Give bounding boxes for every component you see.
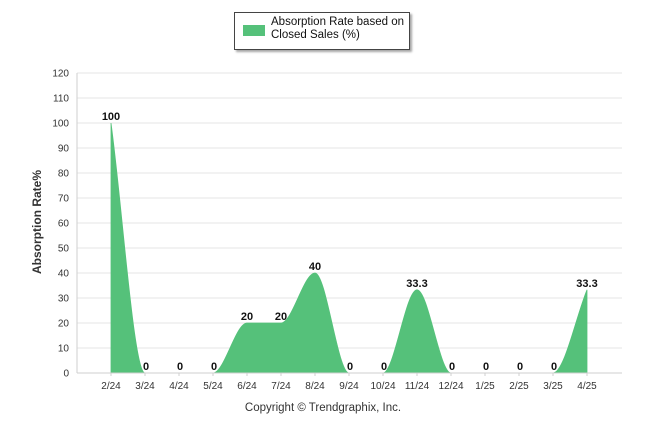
y-tick-label: 30 xyxy=(58,294,70,305)
x-tick-label: 7/24 xyxy=(271,381,291,392)
data-label: 100 xyxy=(102,111,120,123)
legend-swatch xyxy=(243,25,265,36)
data-label: 20 xyxy=(275,311,287,323)
y-tick-label: 50 xyxy=(58,244,70,255)
y-axis-title: Absorption Rate% xyxy=(30,170,44,274)
legend: Absorption Rate based on Closed Sales (%… xyxy=(234,12,410,50)
data-labels: 100 0 0 0 20 20 40 0 0 33.3 0 0 0 0 33.3 xyxy=(102,111,598,373)
x-tick-label: 5/24 xyxy=(203,381,223,392)
x-tick-label: 2/24 xyxy=(101,381,121,392)
data-label: 33.3 xyxy=(406,278,427,290)
data-label: 20 xyxy=(241,311,253,323)
copyright-text: Copyright © Trendgraphix, Inc. xyxy=(244,402,402,414)
data-label: 0 xyxy=(177,361,183,373)
x-tick-label: 10/24 xyxy=(370,381,395,392)
y-tick-label: 40 xyxy=(58,269,70,280)
data-label: 0 xyxy=(551,361,557,373)
data-label: 33.3 xyxy=(576,278,597,290)
y-tick-label: 90 xyxy=(58,144,70,155)
x-tick-label: 6/24 xyxy=(237,381,257,392)
data-label: 0 xyxy=(211,361,217,373)
x-tick-label: 12/24 xyxy=(438,381,463,392)
data-label: 0 xyxy=(347,361,353,373)
y-tick-label: 70 xyxy=(58,194,70,205)
x-tick-label: 3/25 xyxy=(543,381,563,392)
data-label: 0 xyxy=(483,361,489,373)
y-tick-labels: 0 10 20 30 40 50 60 70 80 90 100 110 120 xyxy=(52,69,69,380)
x-tick-label: 4/24 xyxy=(169,381,189,392)
y-tick-label: 60 xyxy=(58,219,70,230)
x-tick-label: 11/24 xyxy=(405,381,430,392)
y-tick-label: 10 xyxy=(58,344,70,355)
x-tick-label: 2/25 xyxy=(509,381,529,392)
y-tick-label: 0 xyxy=(63,369,69,380)
data-label: 0 xyxy=(381,361,387,373)
gridlines xyxy=(77,72,622,349)
data-label: 0 xyxy=(143,361,149,373)
y-tick-label: 80 xyxy=(58,169,70,180)
x-tick-label: 3/24 xyxy=(135,381,155,392)
y-tick-label: 110 xyxy=(53,94,69,105)
x-tick-labels: 2/24 3/24 4/24 5/24 6/24 7/24 8/24 9/24 10/24 11/… xyxy=(101,373,597,392)
data-label: 0 xyxy=(517,361,523,373)
x-tick-label: 4/25 xyxy=(577,381,597,392)
legend-label: Absorption Rate based on Closed Sales (%… xyxy=(271,16,404,41)
y-tick-label: 100 xyxy=(52,119,69,130)
data-label: 0 xyxy=(449,361,455,373)
y-tick-label: 120 xyxy=(52,69,69,80)
x-tick-label: 8/24 xyxy=(305,381,325,392)
data-label: 40 xyxy=(309,261,321,273)
y-tick-label: 20 xyxy=(58,319,70,330)
x-tick-label: 1/25 xyxy=(475,381,495,392)
x-tick-label: 9/24 xyxy=(339,381,359,392)
